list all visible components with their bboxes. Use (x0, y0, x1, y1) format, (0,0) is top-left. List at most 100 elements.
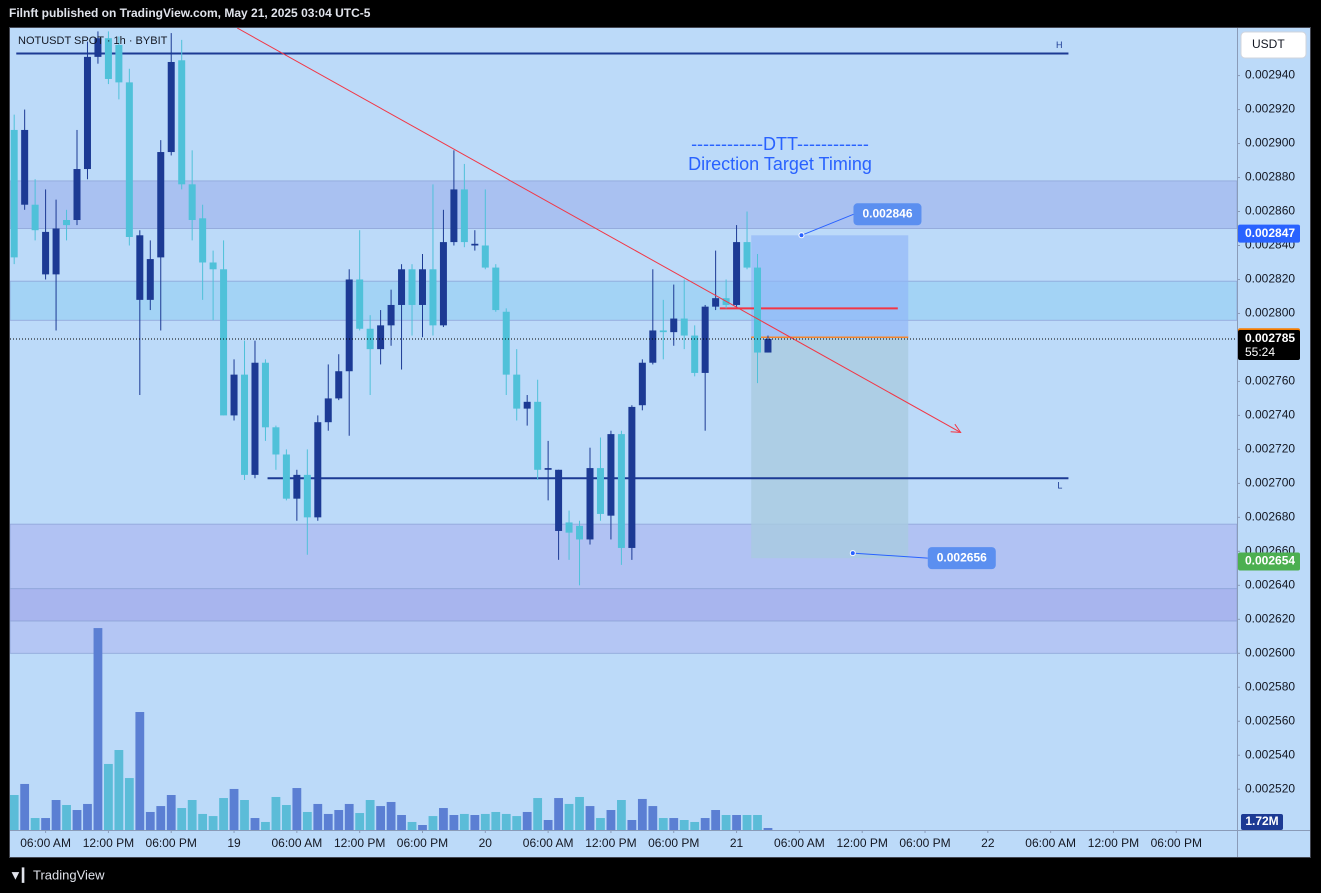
candle-body (460, 189, 468, 243)
candle-body (94, 38, 102, 57)
candle-body (712, 298, 720, 307)
y-tick-label: 0.002880 (1245, 170, 1295, 184)
candle-body (230, 374, 238, 416)
x-tick-label: 06:00 AM (20, 836, 71, 850)
volume-bar (669, 818, 679, 830)
x-tick-label: 22 (981, 836, 995, 850)
zone (10, 588, 1237, 622)
candle-body (83, 56, 91, 170)
footer: TradingView (33, 867, 105, 882)
zone (10, 280, 1237, 321)
candle-body (429, 269, 437, 326)
price-label: 0.002785 (1245, 331, 1295, 345)
candle-body (576, 525, 584, 540)
candle-body (617, 434, 625, 548)
level-label: L (1057, 481, 1062, 491)
candle-body (659, 330, 667, 333)
countdown: 55:24 (1245, 345, 1275, 359)
y-tick-label: 0.002600 (1245, 645, 1295, 659)
volume-bar (355, 813, 365, 830)
candle-body (167, 61, 175, 153)
position-label: 0.002656 (937, 550, 987, 564)
candle-body (73, 169, 81, 221)
y-tick-label: 0.002620 (1245, 611, 1295, 625)
volume-bar (198, 813, 208, 830)
currency[interactable]: USDT (1252, 37, 1285, 51)
trend-arrow (950, 423, 962, 433)
volume-bar (72, 810, 82, 830)
candle-body (303, 474, 311, 518)
candle-body (513, 374, 521, 409)
volume-bar (397, 815, 406, 830)
candle-body (52, 228, 60, 275)
volume-bar (575, 796, 584, 830)
candle-body (544, 468, 552, 470)
candle-body (638, 362, 646, 406)
symbol: NOTUSDT SPOT · 1h · BYBIT (18, 35, 168, 47)
candle-body (104, 38, 112, 79)
trendline (236, 28, 961, 433)
volume-bar (365, 800, 375, 830)
candle-body (565, 522, 573, 533)
x-tick-label: 06:00 AM (774, 836, 825, 850)
y-tick-label: 0.002560 (1245, 713, 1295, 727)
header: Filnft published on TradingView.com, May… (9, 6, 371, 20)
level-label: H (1056, 40, 1063, 50)
candle-body (345, 279, 353, 372)
candle-body (136, 235, 144, 300)
volume-bar (627, 820, 637, 830)
volume-bar (648, 806, 658, 830)
x-tick-label: 19 (227, 836, 241, 850)
price-label-box (1238, 329, 1300, 360)
x-tick-label: 06:00 PM (146, 836, 197, 850)
x-tick-label: 06:00 PM (1151, 836, 1202, 850)
candle-body (178, 60, 186, 185)
candle-body (502, 311, 510, 375)
volume-bar (83, 803, 92, 830)
x-tick-label: 12:00 PM (1088, 836, 1139, 850)
price-label: 0.002654 (1245, 554, 1295, 568)
volume-bar (292, 788, 302, 830)
candle-body (691, 335, 699, 373)
y-tick-label: 0.002800 (1245, 306, 1295, 320)
candle-body (555, 469, 563, 531)
candle-body (733, 242, 741, 305)
volume-bar (617, 800, 626, 830)
y-tick-label: 0.002820 (1245, 272, 1295, 286)
volume-bar (323, 813, 333, 830)
volume-bar (135, 712, 145, 830)
volume-bar (386, 801, 396, 830)
volume-bar (407, 821, 417, 830)
volume-bar (533, 798, 543, 830)
position-label: 0.002846 (862, 206, 912, 220)
volume-bar (564, 803, 574, 830)
volume-bar (124, 778, 134, 830)
price-label: 0.002847 (1245, 226, 1295, 240)
currency-button[interactable] (1240, 31, 1307, 59)
volume-bar (177, 808, 187, 830)
candle-body (596, 468, 604, 514)
volume-bar (271, 796, 281, 830)
volume-bar (700, 818, 710, 830)
x-tick-label: 12:00 PM (837, 836, 888, 850)
y-tick-label: 0.002900 (1245, 136, 1295, 150)
volume-bar (459, 813, 469, 830)
y-tick-label: 0.002680 (1245, 510, 1295, 524)
candle-body (356, 279, 364, 329)
y-tick-label: 0.002540 (1245, 747, 1295, 761)
x-tick-label: 06:00 PM (899, 836, 950, 850)
x-tick-label: 06:00 PM (397, 836, 448, 850)
volume-bar (501, 813, 511, 830)
candle-body (398, 269, 406, 305)
candle-body (701, 306, 709, 373)
y-tick-label: 0.002940 (1245, 68, 1295, 82)
y-tick-label: 0.002760 (1245, 374, 1295, 388)
logo-mark: ▼▎ (9, 866, 32, 883)
volume-bar (187, 800, 197, 830)
volume-bar (658, 818, 668, 830)
x-tick-label: 06:00 AM (272, 836, 323, 850)
candle-body (293, 474, 301, 499)
position-label-box (853, 203, 922, 226)
volume-bar (428, 816, 438, 830)
